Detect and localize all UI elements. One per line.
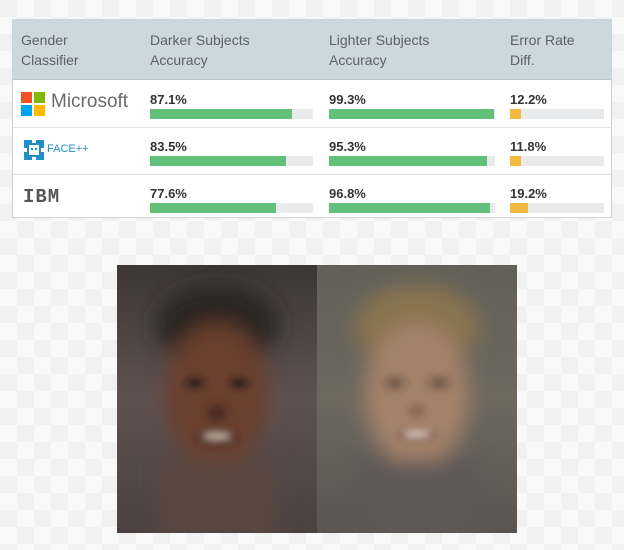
- error-diff-bar-track: [510, 156, 604, 166]
- classifier-name: IBM: [23, 186, 61, 208]
- error-diff-bar: [510, 109, 522, 119]
- lighter-accuracy-bar: [329, 156, 488, 166]
- header-error-diff: Error Rate Diff.: [510, 32, 575, 68]
- table-row: Microsoft 87.1% 99.3% 12.2%: [13, 80, 611, 128]
- darker-accuracy-bar: [150, 109, 292, 119]
- header-classifier: Gender Classifier: [21, 32, 79, 68]
- table-header: Gender Classifier Darker Subjects Accura…: [13, 20, 611, 80]
- table-row: IBM 77.6% 96.8% 19.2%: [13, 174, 611, 221]
- results-table: Gender Classifier Darker Subjects Accura…: [12, 19, 612, 218]
- darker-accuracy-bar-track: [150, 156, 313, 166]
- lighter-accuracy-bar: [329, 109, 494, 119]
- error-diff-bar: [510, 156, 522, 166]
- right-face-lighter: [317, 265, 517, 533]
- darker-accuracy-value: 77.6%: [150, 186, 187, 201]
- average-faces-image: [117, 265, 517, 533]
- error-diff-value: 12.2%: [510, 92, 547, 107]
- error-diff-bar-track: [510, 203, 604, 213]
- error-diff-value: 11.8%: [510, 139, 547, 154]
- lighter-accuracy-value: 96.8%: [329, 186, 366, 201]
- darker-accuracy-bar: [150, 203, 277, 213]
- header-darker-accuracy: Darker Subjects Accuracy: [150, 32, 250, 68]
- error-diff-bar: [510, 203, 529, 213]
- left-face-darker: [117, 265, 317, 533]
- lighter-accuracy-value: 99.3%: [329, 92, 366, 107]
- darker-accuracy-bar: [150, 156, 287, 166]
- classifier-name: FACE++: [47, 143, 89, 155]
- lighter-accuracy-value: 95.3%: [329, 139, 366, 154]
- error-diff-value: 19.2%: [510, 186, 547, 201]
- lighter-accuracy-bar-track: [329, 203, 495, 213]
- classifier-name: Microsoft: [51, 91, 129, 112]
- darker-accuracy-value: 87.1%: [150, 92, 187, 107]
- darker-accuracy-bar-track: [150, 109, 313, 119]
- darker-accuracy-value: 83.5%: [150, 139, 187, 154]
- header-lighter-accuracy: Lighter Subjects Accuracy: [329, 32, 430, 68]
- table-row: FACE++ 83.5% 95.3% 11.8%: [13, 127, 611, 175]
- darker-accuracy-bar-track: [150, 203, 313, 213]
- error-diff-bar-track: [510, 109, 604, 119]
- lighter-accuracy-bar: [329, 203, 490, 213]
- lighter-accuracy-bar-track: [329, 109, 495, 119]
- lighter-accuracy-bar-track: [329, 156, 495, 166]
